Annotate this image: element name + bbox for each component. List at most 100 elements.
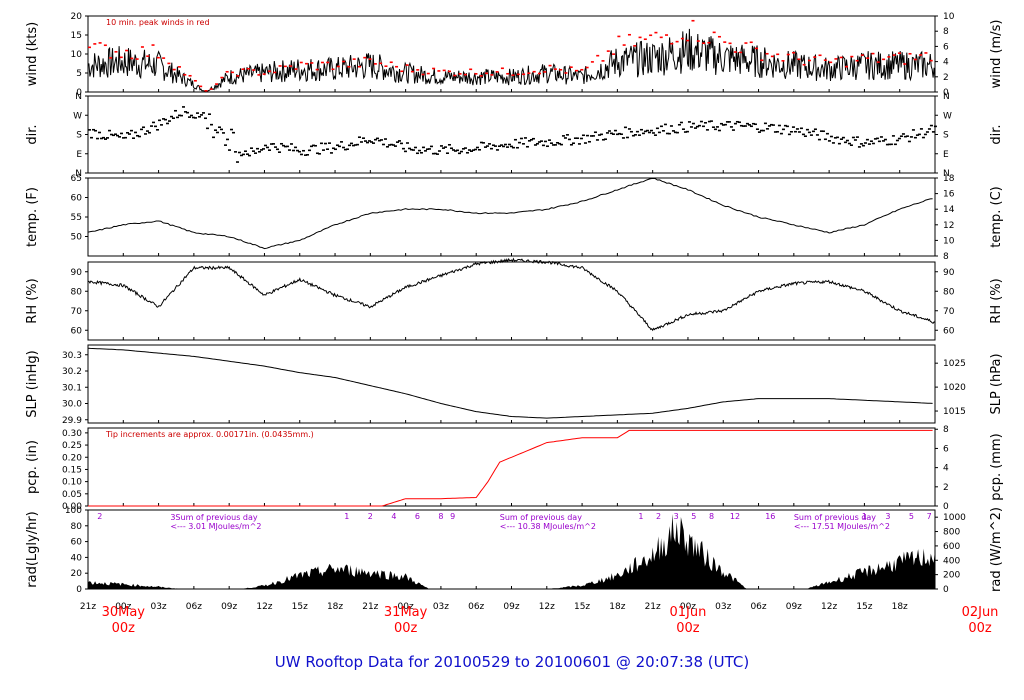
wind-peak-point [209, 88, 213, 90]
dir-point [515, 146, 519, 149]
wind-peak-point [665, 34, 669, 36]
y-axis-label-right-rad: rad (W/m^2) [989, 507, 1004, 592]
dir-point [183, 111, 187, 113]
x-tick-label: 18z [327, 602, 343, 612]
y-tick-label-rad: 20 [71, 569, 83, 579]
dir-point [795, 128, 799, 130]
wind-peak-point [262, 73, 266, 75]
wind-peak-point [405, 64, 409, 66]
panel-rad: rad(Lgly/hr) rad (W/m^2)02040608010002004… [25, 506, 1004, 595]
wind-peak-point [93, 43, 97, 45]
wind-peak-point [379, 62, 383, 65]
wind-peak-point [543, 71, 547, 73]
dir-point [639, 128, 643, 131]
dir-point [593, 131, 597, 134]
wind-peak-point [326, 61, 330, 64]
wind-peak-point [797, 58, 801, 61]
dir-point [535, 142, 539, 145]
dir-point [255, 147, 259, 150]
wind-peak-point [919, 54, 923, 56]
dir-point [579, 137, 583, 140]
y-tick-label-right-wind: 6 [943, 42, 949, 52]
dir-point [249, 147, 253, 149]
wind-peak-point [776, 53, 780, 56]
y-tick-label-rh: 90 [71, 268, 83, 278]
dir-point [419, 151, 423, 154]
dir-point [341, 146, 345, 149]
y-axis-label-right-slp: SLP (hPa) [989, 353, 1004, 414]
dir-point [771, 124, 775, 126]
wind-peak-point [569, 66, 573, 68]
wind-peak-point [728, 42, 732, 45]
wind-peak-point [199, 85, 203, 88]
y-tick-label-right-pcp: 2 [943, 483, 949, 493]
dir-point [609, 132, 613, 135]
y-tick-label-dir: S [76, 131, 82, 141]
y-tick-label-rh: 60 [71, 326, 83, 336]
wind-peak-point [469, 68, 473, 71]
dir-point [237, 151, 241, 154]
wind-peak-point [744, 42, 748, 44]
wind-peak-point [601, 60, 605, 62]
dir-point [847, 142, 851, 145]
dir-point [121, 137, 125, 139]
dir-point [331, 147, 335, 150]
dir-point [361, 137, 365, 139]
wind-peak-point [659, 36, 663, 39]
dir-point [209, 123, 213, 126]
dir-point [561, 135, 565, 137]
rad-hour-mark: 5 [909, 512, 914, 521]
dir-point [305, 154, 309, 156]
dir-point [385, 145, 389, 148]
dir-point [451, 149, 455, 151]
wind-peak-point [135, 58, 139, 60]
y-tick-label-right-wind: 0 [943, 88, 949, 98]
dir-point [187, 116, 191, 118]
dir-point [229, 128, 233, 131]
wind-peak-point [463, 73, 467, 76]
dir-point [767, 125, 771, 127]
wind-peak-point [241, 68, 245, 71]
dir-point [617, 132, 621, 135]
wind-peak-point [813, 56, 817, 58]
wind-peak-point [723, 41, 727, 43]
dir-point [497, 145, 501, 148]
dir-point [557, 142, 561, 145]
dir-point [399, 142, 403, 145]
wind-peak-point [749, 41, 753, 44]
dir-point [339, 141, 343, 143]
wind-peak-point [755, 47, 759, 50]
dir-point [201, 112, 205, 114]
dir-point [859, 143, 863, 145]
wind-peak-point [416, 69, 420, 71]
wind-peak-point [855, 59, 859, 62]
dir-point [651, 132, 655, 134]
y-tick-label-pcp: 0.25 [62, 441, 82, 451]
dir-point [279, 142, 283, 145]
dir-point [413, 146, 417, 149]
dir-point [459, 150, 463, 153]
y-tick-label-dir: N [75, 169, 82, 179]
dir-point [327, 142, 331, 144]
wind-peak-point [299, 61, 303, 64]
dir-point [453, 150, 457, 152]
dir-point [163, 118, 167, 121]
dir-point [673, 131, 677, 134]
wind-peak-point [236, 75, 240, 77]
dir-point [489, 147, 493, 150]
dir-point [91, 128, 95, 131]
dir-point [507, 143, 511, 146]
y-tick-label-right-rh: 80 [943, 287, 955, 297]
y-tick-label-right-dir: N [943, 92, 950, 102]
dir-point [527, 140, 531, 142]
wind-peak-point [670, 42, 674, 45]
date-hour-label: 00z [968, 621, 992, 636]
dir-point [933, 125, 937, 128]
wind-peak-point [220, 76, 224, 79]
wind-peak-point [310, 62, 314, 64]
x-tick-label: 21z [80, 602, 96, 612]
dir-point [245, 153, 249, 155]
dir-point [623, 126, 627, 129]
wind-peak-point [342, 60, 346, 63]
dir-point [199, 114, 203, 116]
